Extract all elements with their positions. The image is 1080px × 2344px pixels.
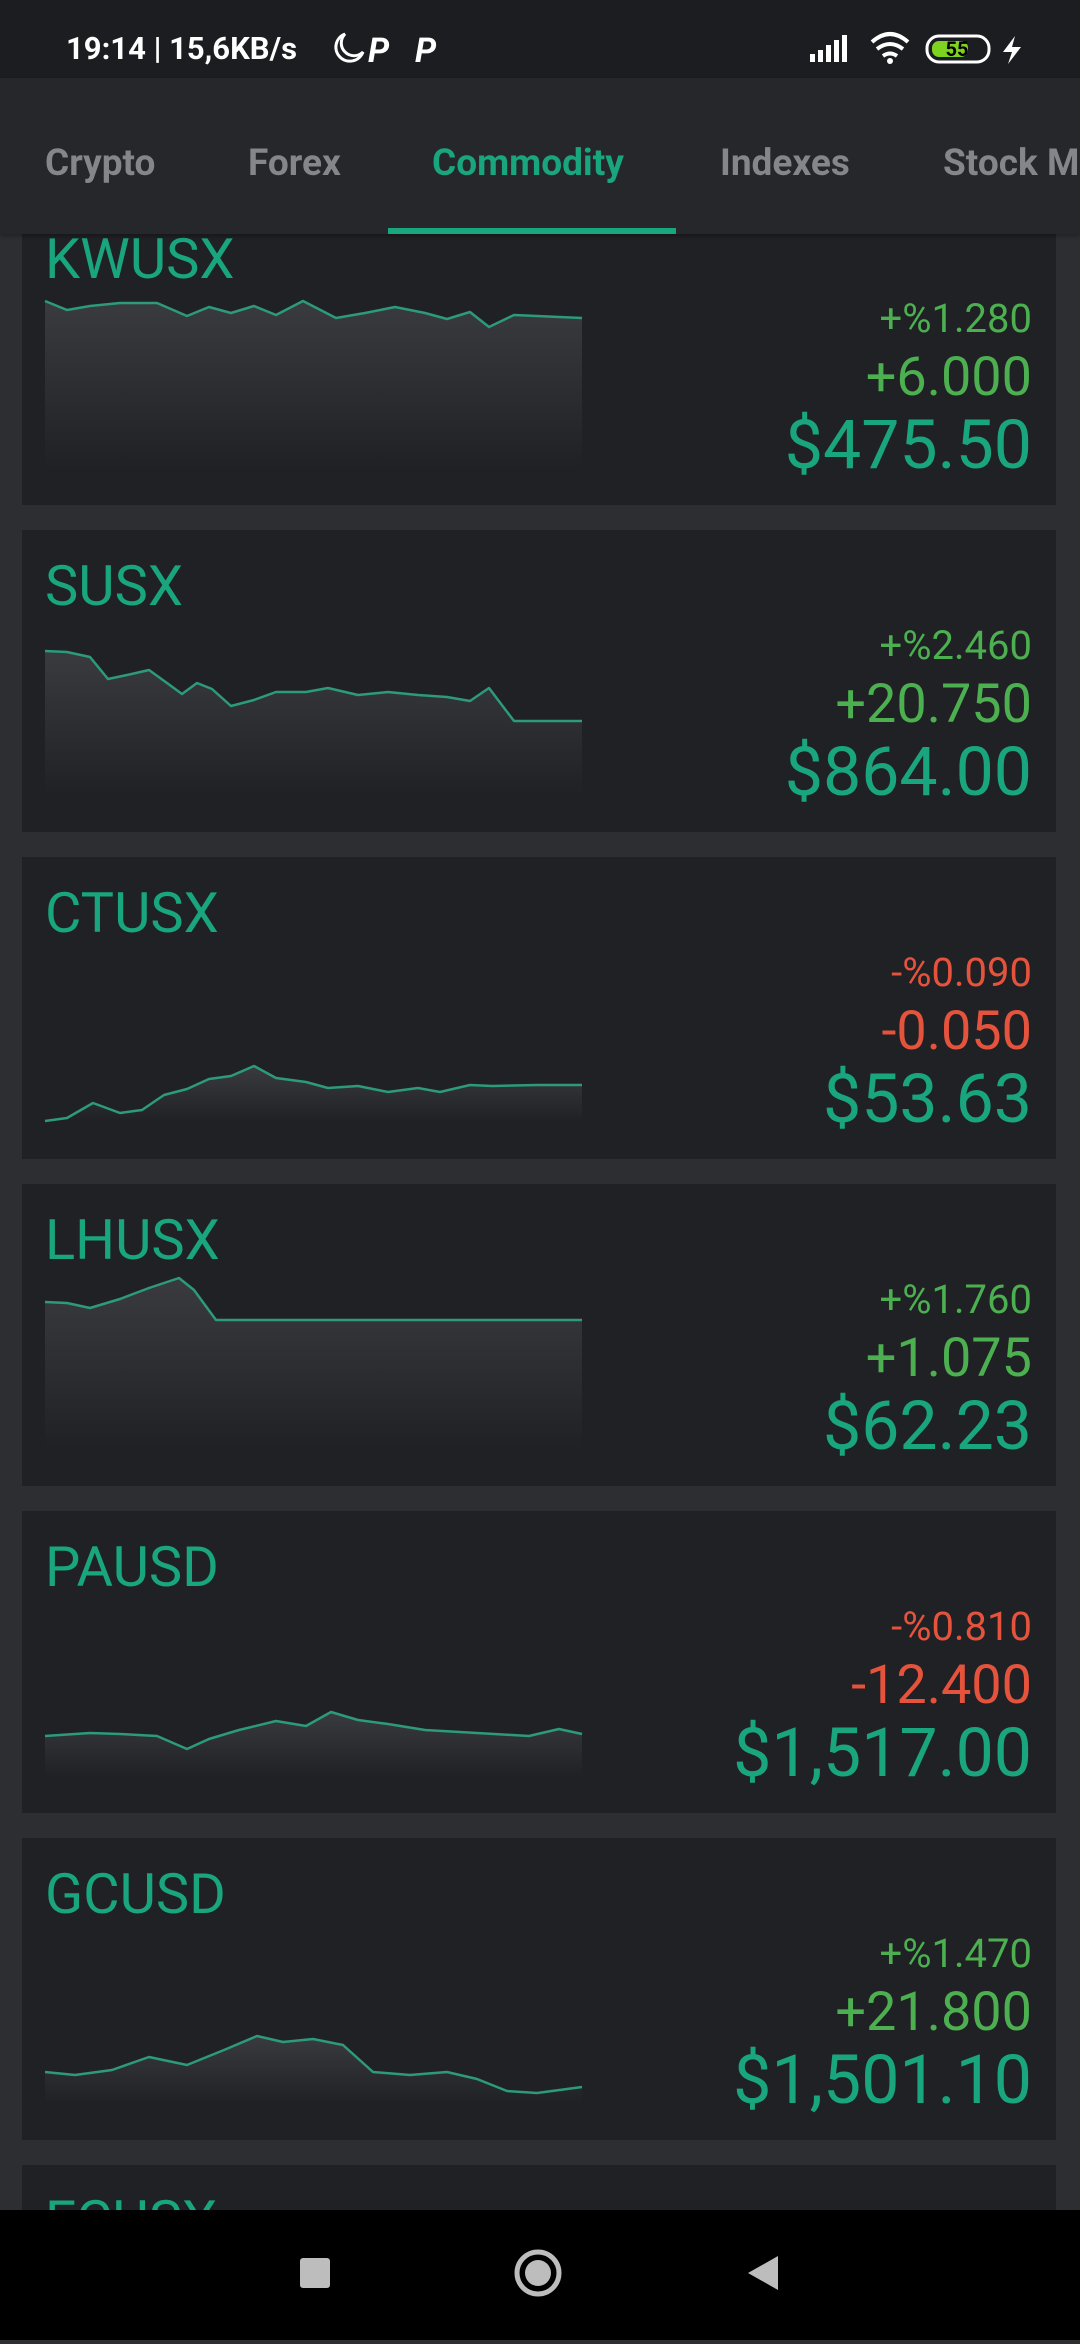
home-button[interactable] bbox=[514, 2249, 562, 2297]
change-percent: -%0.810 bbox=[891, 1603, 1032, 1650]
status-time: 19:14 | 15,6KB/s bbox=[66, 30, 298, 67]
change: +1.075 bbox=[865, 1327, 1032, 1390]
symbol: KWUSX bbox=[45, 234, 235, 292]
change: -0.050 bbox=[881, 1000, 1032, 1063]
change-percent: -%0.090 bbox=[891, 949, 1032, 996]
nav-buttons bbox=[300, 2249, 778, 2297]
back-button[interactable] bbox=[748, 2256, 778, 2290]
quote-card[interactable]: KWUSX +%1.280 +6.000 $475.50 bbox=[22, 234, 1056, 505]
price: $53.63 bbox=[822, 1059, 1032, 1139]
tab[interactable]: Crypto bbox=[45, 142, 156, 185]
sparkline bbox=[44, 1064, 582, 1123]
price: $1,517.00 bbox=[733, 1713, 1032, 1793]
change-percent: +%1.280 bbox=[879, 295, 1032, 342]
sparkline bbox=[44, 299, 583, 468]
svg-text:P: P bbox=[415, 31, 437, 71]
symbol: LHUSX bbox=[45, 1207, 220, 1273]
quote-card[interactable]: GCUSD +%1.470 +21.800 $1,501.10 bbox=[22, 1838, 1056, 2140]
sparkline bbox=[44, 649, 582, 795]
tab[interactable]: Indexes bbox=[720, 142, 850, 185]
tab-bar: Crypto Forex Commodity Indexes Stock M bbox=[0, 78, 1080, 234]
navigation-bar bbox=[0, 2210, 1080, 2340]
recents-button[interactable] bbox=[300, 2258, 330, 2288]
quote-card[interactable]: SUSX +%2.460 +20.750 $864.00 bbox=[22, 530, 1056, 832]
quote-list: KWUSX +%1.280 +6.000 $475.50 SUSX +%2.46… bbox=[0, 234, 1080, 2210]
symbol: FCUSX bbox=[45, 2193, 217, 2210]
battery-level: 55 bbox=[946, 37, 969, 61]
sparkline-area bbox=[45, 1066, 582, 1122]
sparkline-line bbox=[44, 299, 583, 329]
sparkline bbox=[44, 2034, 583, 2103]
sparkline-line bbox=[44, 1710, 583, 1751]
change: +21.800 bbox=[835, 1981, 1032, 2044]
change-percent: +%2.460 bbox=[879, 622, 1032, 669]
sparkline-line bbox=[44, 649, 582, 723]
status-icons: P P 55 bbox=[334, 31, 1021, 71]
tab[interactable]: Stock M bbox=[943, 142, 1080, 185]
change-percent: +%1.470 bbox=[879, 1930, 1032, 1977]
symbol: SUSX bbox=[45, 553, 183, 619]
sparkline-area bbox=[45, 2036, 582, 2103]
change: +20.750 bbox=[835, 673, 1032, 736]
quote-card[interactable]: LHUSX +%1.760 +1.075 $62.23 bbox=[22, 1184, 1056, 1486]
quote-card[interactable]: FCUSX bbox=[22, 2165, 1056, 2210]
sparkline bbox=[44, 1276, 582, 1449]
svg-text:P: P bbox=[368, 31, 390, 71]
tab-indicator bbox=[388, 228, 676, 234]
change-percent: +%1.760 bbox=[879, 1276, 1032, 1323]
status-bar: 19:14 | 15,6KB/s P P 55 bbox=[0, 0, 1080, 78]
price: $864.00 bbox=[784, 732, 1032, 812]
tab-active[interactable]: Commodity bbox=[432, 142, 624, 185]
quote-card[interactable]: PAUSD -%0.810 -12.400 $1,517.00 bbox=[22, 1511, 1056, 1813]
sparkline-line bbox=[44, 2034, 583, 2095]
sparkline-line bbox=[44, 1064, 582, 1123]
change: -12.400 bbox=[851, 1654, 1032, 1717]
price: $1,501.10 bbox=[733, 2040, 1032, 2120]
sparkline-area bbox=[45, 1278, 582, 1449]
quote-card[interactable]: CTUSX -%0.090 -0.050 $53.63 bbox=[22, 857, 1056, 1159]
sparkline-line bbox=[44, 1276, 582, 1322]
sparkline-area bbox=[45, 301, 582, 468]
sparkline bbox=[44, 1710, 583, 1776]
symbol: GCUSD bbox=[45, 1861, 226, 1927]
symbol: PAUSD bbox=[45, 1534, 219, 1600]
tab[interactable]: Forex bbox=[248, 142, 341, 185]
symbol: CTUSX bbox=[45, 880, 219, 946]
sparkline-area bbox=[45, 1712, 582, 1776]
price: $62.23 bbox=[822, 1386, 1032, 1466]
sparkline-area bbox=[45, 651, 582, 795]
price: $475.50 bbox=[784, 405, 1032, 485]
change: +6.000 bbox=[865, 346, 1032, 409]
